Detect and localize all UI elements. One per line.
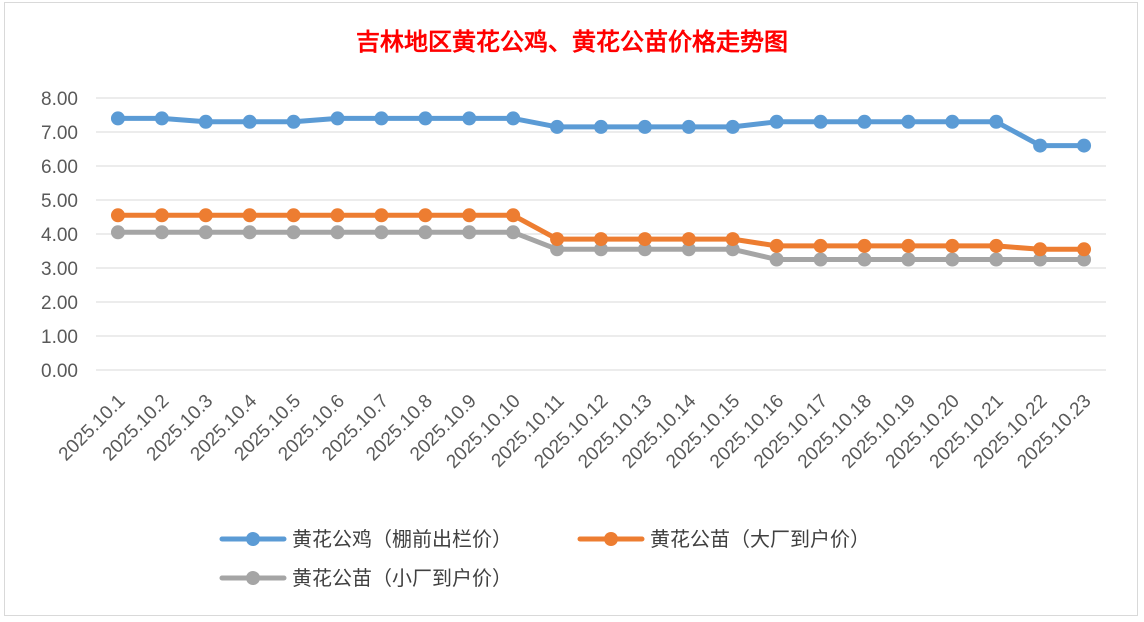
- data-point: [286, 114, 301, 129]
- legend-label: 黄花公苗（大厂到户价）: [650, 527, 870, 551]
- data-point: [857, 238, 872, 253]
- data-point: [1033, 252, 1048, 267]
- data-point: [462, 111, 477, 126]
- legend-item: 黄花公鸡（棚前出栏价）: [219, 527, 512, 551]
- data-point: [550, 119, 565, 134]
- x-axis-ticks: 2025.10.12025.10.22025.10.32025.10.42025…: [55, 390, 1096, 472]
- data-point: [242, 114, 257, 129]
- data-point: [374, 111, 389, 126]
- data-point: [1077, 252, 1092, 267]
- data-point: [330, 225, 345, 240]
- y-tick-label: 6.00: [41, 157, 78, 178]
- data-point: [374, 225, 389, 240]
- data-point: [681, 242, 696, 257]
- data-point: [945, 252, 960, 267]
- data-point: [462, 208, 477, 223]
- y-tick-label: 3.00: [41, 259, 78, 280]
- legend: 黄花公鸡（棚前出栏价） 黄花公苗（大厂到户价） 黄花公苗（小厂到户价）: [219, 527, 870, 590]
- data-point: [110, 208, 125, 223]
- data-point: [550, 242, 565, 257]
- series-3: [110, 225, 1092, 267]
- gridlines: [96, 97, 1106, 371]
- data-point: [154, 208, 169, 223]
- data-point: [637, 242, 652, 257]
- data-point: [110, 111, 125, 126]
- data-point: [901, 238, 916, 253]
- data-point: [594, 119, 608, 134]
- data-point: [330, 111, 345, 126]
- series-1: [110, 111, 1092, 153]
- y-tick-label: 4.00: [41, 225, 78, 246]
- data-point: [198, 225, 213, 240]
- data-point: [594, 242, 608, 257]
- data-point: [550, 232, 565, 247]
- data-point: [286, 208, 301, 223]
- y-tick-label: 5.00: [41, 191, 78, 212]
- data-point: [242, 208, 257, 223]
- chart-frame: [4, 2, 1138, 616]
- data-point: [506, 225, 521, 240]
- chart-title: 吉林地区黄花公鸡、黄花公苗价格走势图: [356, 27, 788, 56]
- data-point: [506, 208, 521, 223]
- data-point: [725, 232, 740, 247]
- legend-label: 黄花公鸡（棚前出栏价）: [292, 527, 512, 551]
- y-tick-label: 7.00: [41, 123, 78, 144]
- data-point: [857, 252, 872, 267]
- data-point: [462, 225, 477, 240]
- data-point: [637, 119, 652, 134]
- data-point: [725, 242, 740, 257]
- data-point: [769, 238, 784, 253]
- data-point: [1033, 242, 1048, 257]
- data-point: [154, 225, 169, 240]
- legend-swatch-marker: [246, 532, 260, 546]
- data-point: [769, 114, 784, 129]
- data-point: [198, 208, 213, 223]
- data-point: [1033, 138, 1048, 153]
- data-point: [769, 252, 784, 267]
- data-point: [989, 238, 1004, 253]
- data-point: [813, 252, 828, 267]
- data-point: [418, 225, 433, 240]
- y-tick-label: 8.00: [41, 89, 78, 110]
- data-point: [110, 225, 125, 240]
- series-lines: [110, 111, 1092, 267]
- y-axis-ticks: 0.00 1.00 2.00 3.00 4.00 5.00 6.00 7.00 8.00: [41, 89, 78, 382]
- data-point: [681, 232, 696, 247]
- legend-swatch-marker: [604, 532, 618, 546]
- data-point: [594, 232, 608, 247]
- data-point: [813, 238, 828, 253]
- data-point: [637, 232, 652, 247]
- data-point: [989, 114, 1004, 129]
- data-point: [1077, 138, 1092, 153]
- y-tick-label: 1.00: [41, 327, 78, 348]
- legend-label: 黄花公苗（小厂到户价）: [292, 566, 512, 590]
- legend-swatch-marker: [246, 571, 260, 585]
- data-point: [725, 119, 740, 134]
- data-point: [989, 252, 1004, 267]
- data-point: [1077, 242, 1092, 257]
- data-point: [330, 208, 345, 223]
- data-point: [857, 114, 872, 129]
- data-point: [286, 225, 301, 240]
- data-point: [681, 119, 696, 134]
- data-point: [418, 111, 433, 126]
- series-2: [110, 208, 1092, 257]
- legend-item: 黄花公苗（小厂到户价）: [219, 566, 512, 590]
- data-point: [154, 111, 169, 126]
- y-tick-label: 2.00: [41, 293, 78, 314]
- data-point: [506, 111, 521, 126]
- data-point: [945, 114, 960, 129]
- data-point: [901, 252, 916, 267]
- legend-item: 黄花公苗（大厂到户价）: [577, 527, 870, 551]
- data-point: [901, 114, 916, 129]
- y-tick-label: 0.00: [41, 361, 78, 382]
- data-point: [242, 225, 257, 240]
- data-point: [418, 208, 433, 223]
- data-point: [813, 114, 828, 129]
- data-point: [198, 114, 213, 129]
- data-point: [945, 238, 960, 253]
- data-point: [374, 208, 389, 223]
